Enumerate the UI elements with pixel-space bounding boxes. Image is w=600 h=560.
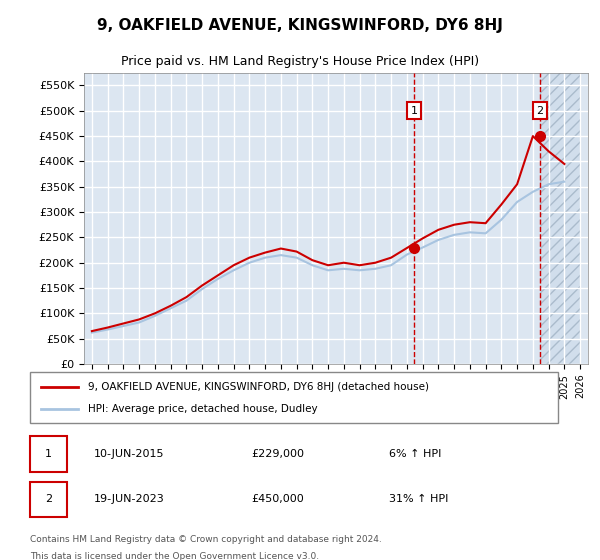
Text: 10-JUN-2015: 10-JUN-2015 [94,449,164,459]
Bar [540,73,580,364]
Text: £229,000: £229,000 [252,449,305,459]
Text: 31% ↑ HPI: 31% ↑ HPI [389,494,448,504]
Text: HPI: Average price, detached house, Dudley: HPI: Average price, detached house, Dudl… [88,404,318,414]
Text: 2: 2 [536,106,544,116]
Text: 9, OAKFIELD AVENUE, KINGSWINFORD, DY6 8HJ: 9, OAKFIELD AVENUE, KINGSWINFORD, DY6 8H… [97,18,503,33]
Text: 9, OAKFIELD AVENUE, KINGSWINFORD, DY6 8HJ (detached house): 9, OAKFIELD AVENUE, KINGSWINFORD, DY6 8H… [88,381,429,391]
FancyBboxPatch shape [30,482,67,517]
Text: 2: 2 [45,494,52,504]
Text: This data is licensed under the Open Government Licence v3.0.: This data is licensed under the Open Gov… [30,552,319,560]
Text: 1: 1 [410,106,418,116]
Text: 6% ↑ HPI: 6% ↑ HPI [389,449,442,459]
Bar [540,73,580,364]
FancyBboxPatch shape [30,372,558,423]
FancyBboxPatch shape [30,436,67,472]
Text: 19-JUN-2023: 19-JUN-2023 [94,494,164,504]
Text: Price paid vs. HM Land Registry's House Price Index (HPI): Price paid vs. HM Land Registry's House … [121,55,479,68]
Text: £450,000: £450,000 [252,494,305,504]
Text: Contains HM Land Registry data © Crown copyright and database right 2024.: Contains HM Land Registry data © Crown c… [30,535,382,544]
Text: 1: 1 [45,449,52,459]
